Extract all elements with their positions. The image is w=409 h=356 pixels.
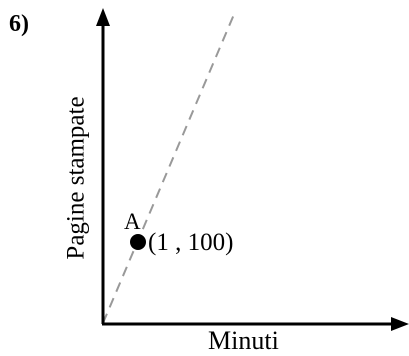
x-axis-label: Minuti <box>208 326 279 355</box>
y-axis-arrowhead <box>96 8 110 26</box>
x-axis-arrowhead <box>391 317 409 331</box>
problem-number: 6) <box>9 11 29 37</box>
proportional-line <box>102 11 236 324</box>
point-a <box>130 234 146 250</box>
y-axis-label: Pagine stampate <box>62 96 90 260</box>
point-a-coordinates: (1 , 100) <box>148 229 234 256</box>
point-a-label: A <box>124 209 141 234</box>
